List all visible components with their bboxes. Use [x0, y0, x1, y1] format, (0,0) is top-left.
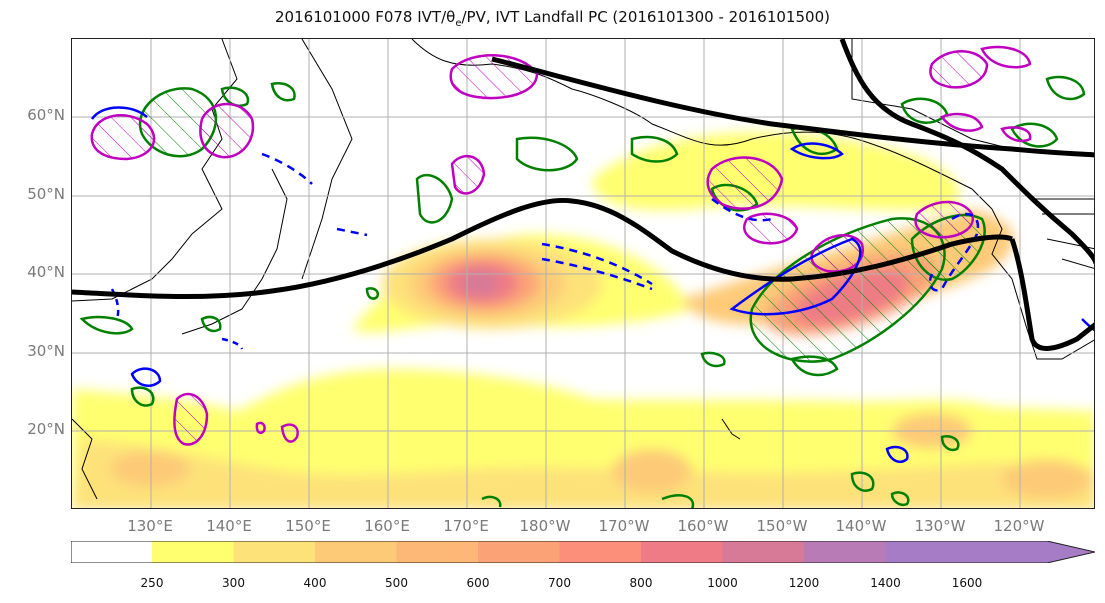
colorbar-segment — [396, 541, 479, 563]
colorbar-segment — [315, 541, 397, 563]
colorbar-segment — [641, 541, 723, 563]
lon-label: 140°W — [835, 517, 887, 535]
theta-e-contours — [79, 75, 1086, 508]
lon-label: 130°W — [914, 517, 966, 535]
colorbar-segments — [152, 541, 886, 563]
title-subscript: e — [455, 18, 462, 29]
lon-label: 160°W — [677, 517, 729, 535]
colorbar-segment — [559, 541, 642, 563]
colorbar-segment — [722, 541, 805, 563]
lon-label: 170°W — [598, 517, 650, 535]
lon-label: 120°W — [993, 517, 1045, 535]
colorbar-tick-label: 1200 — [788, 576, 820, 590]
colorbar-segment — [804, 541, 886, 563]
colorbar-tick-label: 1600 — [951, 576, 983, 590]
colorbar-segment-below — [71, 541, 152, 563]
title-text: 2016101000 F078 IVT/θ — [275, 8, 456, 26]
colorbar-tick-label: 500 — [385, 576, 408, 590]
lon-label: 150°E — [285, 517, 331, 535]
jet-streamlines — [72, 39, 1094, 351]
colorbar-tick-label: 600 — [466, 576, 490, 590]
colorbar-outline — [71, 541, 1095, 563]
lat-label: 30°N — [27, 342, 65, 360]
colorbar-tick-label: 700 — [548, 576, 571, 590]
lon-label: 180°W — [519, 517, 571, 535]
colorbar — [71, 541, 1095, 563]
figure-title: 2016101000 F078 IVT/θe/PV, IVT Landfall … — [0, 8, 1105, 29]
colorbar-tick-label: 1000 — [707, 576, 738, 590]
lon-label: 170°E — [443, 517, 489, 535]
colorbar-segment — [478, 541, 560, 563]
colorbar-extend-arrow — [885, 541, 1095, 563]
colorbar-tick-label: 400 — [303, 576, 327, 590]
colorbar-tick-label: 1400 — [870, 576, 901, 590]
title-text-rest: /PV, IVT Landfall PC (2016101300 - 20161… — [461, 8, 830, 26]
map-canvas — [72, 39, 1094, 508]
pv-negative-contours — [90, 106, 1094, 463]
lon-label: 160°E — [364, 517, 410, 535]
pv-positive-contours — [90, 45, 1032, 446]
lat-label: 50°N — [27, 185, 65, 203]
map-panel — [71, 38, 1095, 509]
colorbar-tick-label: 300 — [222, 576, 245, 590]
lon-label: 140°E — [206, 517, 252, 535]
colorbar-segment — [233, 541, 316, 563]
ivt-shading — [72, 132, 1094, 508]
colorbar-tick-label: 250 — [140, 576, 164, 590]
colorbar-tick-label: 800 — [629, 576, 653, 590]
lon-label: 150°W — [756, 517, 808, 535]
lat-label: 20°N — [27, 420, 65, 438]
lat-label: 40°N — [27, 263, 65, 281]
lat-label: 60°N — [27, 106, 65, 124]
colorbar-segment — [152, 541, 234, 563]
lon-label: 130°E — [127, 517, 173, 535]
